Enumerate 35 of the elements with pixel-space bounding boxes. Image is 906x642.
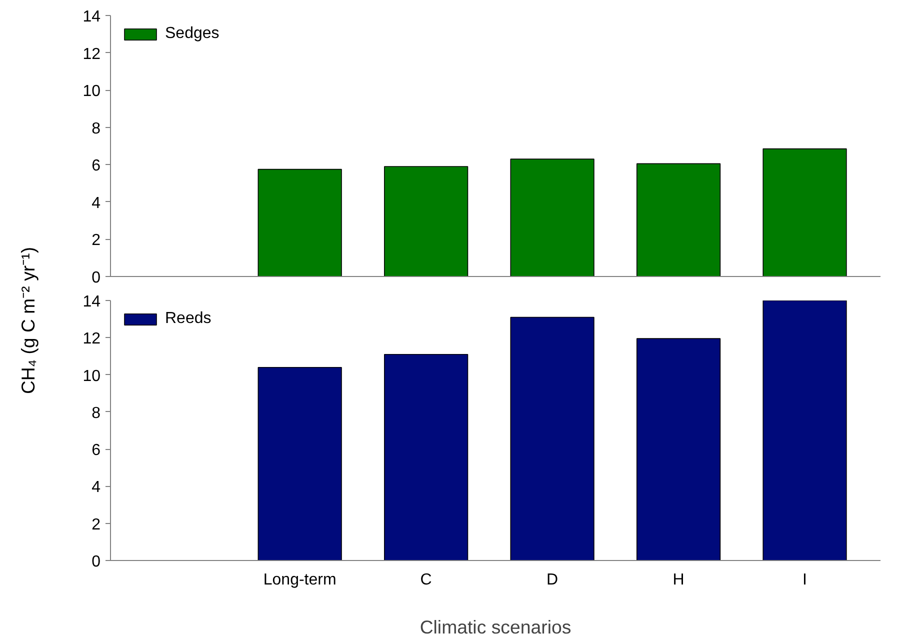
y-tick-label: 8: [92, 120, 101, 138]
x-tick-label: Long-term: [263, 572, 336, 588]
bar: [384, 166, 468, 276]
y-tick-label: 4: [92, 479, 101, 496]
y-axis-title: CH₄ (g C m⁻² yr⁻¹): [18, 246, 38, 394]
y-tick-label: 2: [92, 516, 101, 534]
bar: [510, 316, 594, 560]
bar: [510, 158, 594, 276]
y-tick-label: 6: [92, 158, 101, 175]
x-tick-label: D: [546, 572, 558, 588]
bar: [762, 300, 847, 560]
y-tick-label: 10: [82, 368, 101, 385]
y-tick-label: 0: [92, 270, 101, 286]
bar: [384, 354, 468, 560]
y-tick-label: 10: [82, 83, 101, 100]
bar: [636, 338, 721, 560]
legend-label: Sedges: [165, 25, 220, 43]
y-tick-label: 14: [82, 8, 101, 26]
x-tick-label: H: [672, 572, 684, 588]
x-axis-title: Climatic scenarios: [420, 616, 572, 638]
y-tick-label: 2: [92, 232, 101, 250]
y-tick-label: 14: [82, 294, 101, 310]
y-tick-label: 6: [92, 442, 101, 460]
bar: [258, 168, 342, 276]
y-tick-label: 8: [92, 404, 101, 422]
x-tick-label: I: [802, 572, 807, 588]
bar: [258, 366, 342, 560]
legend-label: Reeds: [165, 310, 212, 328]
bar: [762, 148, 847, 276]
y-tick-label: 12: [82, 46, 101, 63]
bar: [636, 163, 721, 276]
y-tick-label: 4: [92, 194, 101, 212]
y-tick-label: 0: [92, 554, 101, 570]
y-tick-label: 12: [82, 330, 101, 348]
x-tick-label: C: [420, 572, 432, 588]
